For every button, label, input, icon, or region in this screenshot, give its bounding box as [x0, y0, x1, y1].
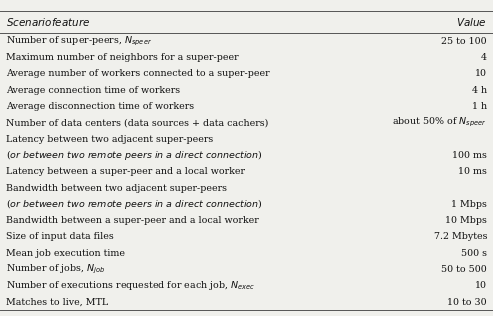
Text: 1 h: 1 h: [472, 102, 487, 111]
Text: 10: 10: [475, 281, 487, 290]
Text: ($\it{or\ between\ two\ remote\ peers\ in\ a\ direct\ connection}$): ($\it{or\ between\ two\ remote\ peers\ i…: [6, 198, 263, 211]
Text: Bandwidth between a super-peer and a local worker: Bandwidth between a super-peer and a loc…: [6, 216, 259, 225]
Text: Number of jobs, $N_{job}$: Number of jobs, $N_{job}$: [6, 263, 106, 276]
Text: Bandwidth between two adjacent super-peers: Bandwidth between two adjacent super-pee…: [6, 184, 227, 192]
Text: Number of super-peers, $N_{speer}$: Number of super-peers, $N_{speer}$: [6, 35, 152, 48]
Text: Matches to live, MTL: Matches to live, MTL: [6, 298, 108, 307]
Text: 25 to 100: 25 to 100: [441, 37, 487, 46]
Text: 7.2 Mbytes: 7.2 Mbytes: [433, 233, 487, 241]
Text: 50 to 500: 50 to 500: [441, 265, 487, 274]
Text: 10 Mbps: 10 Mbps: [445, 216, 487, 225]
Text: about 50% of $N_{speer}$: about 50% of $N_{speer}$: [392, 116, 487, 129]
Text: Number of executions requested for each job, $N_{exec}$: Number of executions requested for each …: [6, 279, 255, 292]
Text: $\it{Value}$: $\it{Value}$: [456, 16, 487, 28]
Text: Mean job execution time: Mean job execution time: [6, 249, 125, 258]
Text: Latency between two adjacent super-peers: Latency between two adjacent super-peers: [6, 135, 213, 144]
Text: Maximum number of neighbors for a super-peer: Maximum number of neighbors for a super-…: [6, 53, 239, 62]
Text: 1 Mbps: 1 Mbps: [451, 200, 487, 209]
Text: 10 to 30: 10 to 30: [448, 298, 487, 307]
Text: Size of input data files: Size of input data files: [6, 233, 114, 241]
Text: Average connection time of workers: Average connection time of workers: [6, 86, 180, 95]
Text: Number of data centers (data sources + data cachers): Number of data centers (data sources + d…: [6, 118, 268, 127]
Text: 4: 4: [481, 53, 487, 62]
Text: 4 h: 4 h: [472, 86, 487, 95]
Text: 500 s: 500 s: [461, 249, 487, 258]
Text: 10 ms: 10 ms: [458, 167, 487, 176]
Text: 100 ms: 100 ms: [452, 151, 487, 160]
Text: 10: 10: [475, 70, 487, 78]
Text: Latency between a super-peer and a local worker: Latency between a super-peer and a local…: [6, 167, 245, 176]
Text: $\it{Scenariofeature}$: $\it{Scenariofeature}$: [6, 16, 90, 28]
Text: Average number of workers connected to a super-peer: Average number of workers connected to a…: [6, 70, 270, 78]
Text: ($\it{or\ between\ two\ remote\ peers\ in\ a\ direct\ connection}$): ($\it{or\ between\ two\ remote\ peers\ i…: [6, 149, 263, 162]
Text: Average disconnection time of workers: Average disconnection time of workers: [6, 102, 194, 111]
